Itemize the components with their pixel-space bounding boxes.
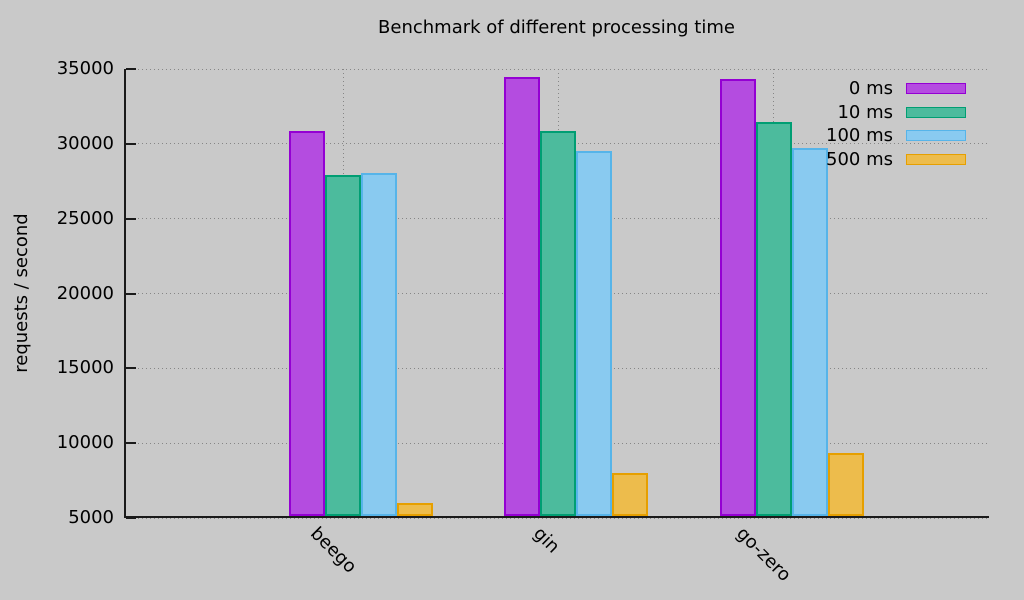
x-category-label: beego [305,523,361,578]
y-tick-label: 5000 [68,507,114,528]
legend-item: 100 ms [826,124,966,148]
y-tick-mark [126,217,136,220]
legend-item: 10 ms [826,101,966,125]
bar-beego-0ms [289,130,326,516]
x-category-label: gin [529,523,564,558]
bar-gin-500ms [612,473,649,516]
bar-gin-0ms [504,77,541,516]
x-category-label: go-zero [732,523,796,586]
y-tick-mark [126,517,136,519]
y-grid-line [126,517,989,519]
bar-gin-10ms [540,131,577,516]
legend-item: 0 ms [826,77,966,101]
y-tick-label: 30000 [56,132,114,154]
y-tick-mark [126,367,136,370]
y-tick-label: 20000 [56,282,114,304]
bar-go-zero-0ms [719,78,756,516]
legend-swatch [906,106,966,118]
bar-beego-10ms [325,174,362,516]
legend-swatch [906,153,966,165]
bar-gin-100ms [576,150,613,516]
bar-beego-500ms [397,502,434,516]
legend-item: 500 ms [826,148,966,172]
y-tick-label: 25000 [56,207,114,229]
bar-go-zero-10ms [755,122,792,516]
legend-swatch [906,83,966,95]
y-tick-label: 10000 [56,432,114,454]
bar-go-zero-100ms [791,147,828,516]
y-tick-mark [126,292,136,295]
plot-area [124,68,989,519]
legend-swatch [906,130,966,142]
y-tick-label: 15000 [56,357,114,379]
legend-label: 10 ms [837,101,893,123]
chart-title: Benchmark of different processing time [378,17,735,38]
legend: 0 ms 10 ms 100 ms 500 ms [826,77,966,171]
y-tick-label: 35000 [56,58,114,79]
y-tick-mark [126,442,136,445]
legend-label: 100 ms [826,125,893,147]
legend-label: 500 ms [826,148,893,170]
y-grid-line [126,68,989,70]
bar-beego-100ms [361,173,398,516]
bar-go-zero-500ms [827,453,864,516]
legend-label: 0 ms [848,78,893,100]
y-tick-mark [126,142,136,145]
y-tick-mark [126,68,136,70]
